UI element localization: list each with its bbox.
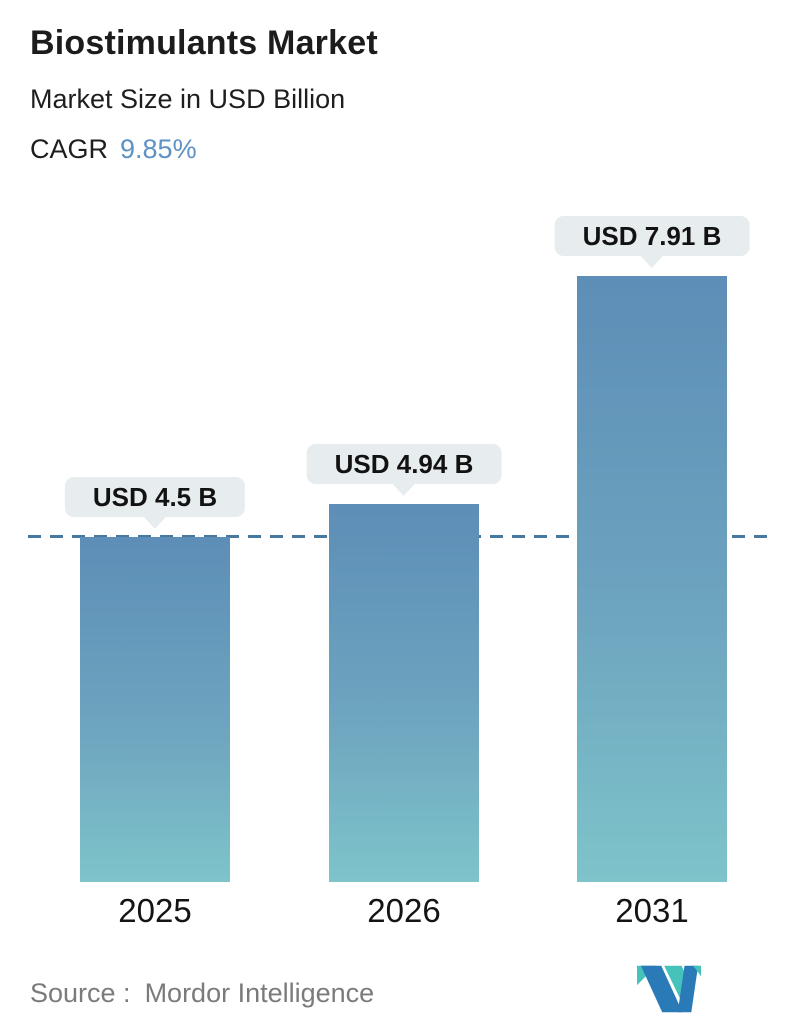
source-value: Mordor Intelligence <box>144 978 375 1008</box>
chart-subtitle: Market Size in USD Billion <box>30 84 346 114</box>
x-axis-label-2026: 2026 <box>367 892 441 929</box>
mordor-intelligence-logo <box>637 965 701 1013</box>
x-axis-label-2025: 2025 <box>118 892 192 929</box>
page-title: Biostimulants Market <box>30 24 378 62</box>
cagr-label: CAGR <box>30 134 109 164</box>
bar-2026 <box>329 504 479 882</box>
bar-2025 <box>80 537 230 882</box>
value-label-bubble-2031: USD 7.91 B <box>554 216 750 256</box>
x-axis-label-2031: 2031 <box>615 892 689 929</box>
source-label: Source : <box>30 978 131 1008</box>
source-attribution: Source : Mordor Intelligence <box>30 978 374 1009</box>
bar-2031 <box>577 276 727 882</box>
value-label-bubble-2025: USD 4.5 B <box>64 477 246 517</box>
cagr-value: 9.85% <box>120 134 197 164</box>
cagr-row: CAGR 9.85% <box>30 134 197 165</box>
value-label-bubble-2026: USD 4.94 B <box>306 444 502 484</box>
